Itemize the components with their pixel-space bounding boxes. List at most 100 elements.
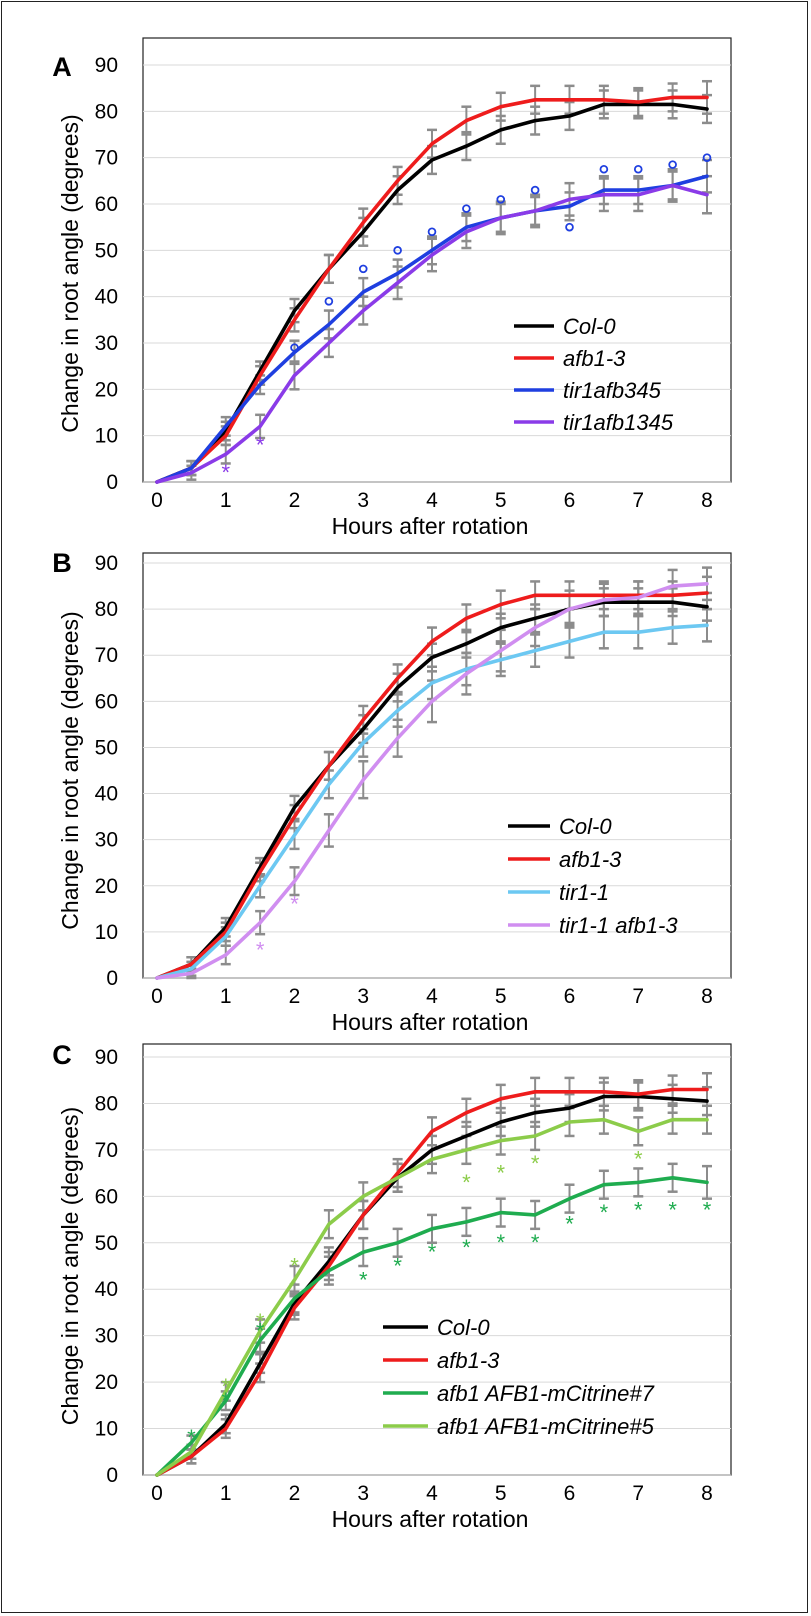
y-tick-label: 90	[95, 552, 118, 575]
series-line-3	[155, 1176, 709, 1477]
significance-circle	[393, 246, 402, 255]
series-line-1	[155, 102, 709, 484]
y-tick-label: 10	[95, 921, 118, 944]
y-tick-label: 90	[95, 54, 118, 77]
legend-label: afb1 AFB1-mCitrine#7	[437, 1381, 655, 1406]
y-tick-label: 20	[95, 875, 118, 898]
panel-label: C	[52, 1040, 72, 1070]
y-tick-label: 20	[95, 378, 118, 401]
x-axis-title: Hours after rotation	[332, 1506, 529, 1532]
series-line-4	[155, 581, 709, 980]
y-tick-label: 0	[106, 967, 118, 990]
y-tick-label: 20	[95, 1371, 118, 1394]
chart-panel-c: 0 10 20 30 40 50 60 70 80 90 0 1 2 3 4 5 6 7 8 Hours after …	[52, 1040, 732, 1532]
significance-asterisk: *	[290, 1253, 299, 1278]
significance-circle	[668, 160, 677, 169]
significance-asterisk: *	[531, 1151, 540, 1176]
significance-asterisk: *	[256, 1318, 265, 1343]
y-tick-label: 70	[95, 644, 118, 667]
y-axis-title: Change in root angle (degrees)	[57, 114, 83, 432]
series-line-1	[155, 1094, 709, 1477]
series-line-4	[155, 183, 709, 484]
y-tick-label: 70	[95, 147, 118, 170]
chart-panel-a: 0 10 20 30 40 50 60 70 80 90 0 1 2 3 4 5 6 7 8 Hours after …	[52, 37, 732, 539]
significance-asterisk: *	[187, 1425, 196, 1450]
legend-label: tir1-1 afb1-3	[559, 913, 678, 938]
significance-asterisk: *	[256, 1309, 265, 1334]
legend-label: tir1-1	[559, 880, 609, 905]
legend-label: Col-0	[437, 1315, 490, 1340]
y-axis-title: Change in root angle (degrees)	[57, 1107, 83, 1425]
x-tick-label: 6	[564, 1482, 576, 1505]
legend-label: tir1afb345	[563, 378, 662, 403]
x-tick-label: 2	[289, 1482, 301, 1505]
y-tick-label: 80	[95, 1092, 118, 1115]
y-tick-label: 50	[95, 736, 118, 759]
significance-asterisk: *	[221, 1374, 230, 1399]
x-tick-label: 4	[426, 985, 438, 1008]
significance-asterisk: *	[221, 460, 230, 485]
significance-asterisk: *	[393, 1253, 402, 1278]
y-tick-label: 60	[95, 193, 118, 216]
x-tick-label: 3	[357, 985, 369, 1008]
significance-asterisk: *	[668, 1198, 677, 1223]
series-line-3	[155, 623, 709, 980]
significance-asterisk: *	[290, 892, 299, 917]
y-tick-label: 0	[106, 471, 118, 494]
significance-circle	[599, 164, 609, 174]
significance-asterisk: *	[496, 1230, 505, 1255]
y-tick-label: 30	[95, 1325, 118, 1348]
series-line-2	[155, 1087, 709, 1477]
y-tick-label: 60	[95, 690, 118, 713]
significance-circle	[290, 343, 299, 352]
y-tick-label: 10	[95, 425, 118, 448]
y-axis-title: Change in root angle (degrees)	[57, 611, 83, 929]
panel-label: B	[52, 548, 72, 578]
y-tick-label: 40	[95, 286, 118, 309]
x-tick-label: 0	[151, 985, 163, 1008]
series-line-2	[155, 95, 709, 484]
significance-asterisk: *	[359, 1267, 368, 1292]
y-tick-label: 90	[95, 1046, 118, 1069]
x-tick-label: 5	[495, 985, 507, 1008]
series-line-2	[155, 591, 709, 980]
panel-label: A	[52, 52, 72, 82]
y-tick-label: 40	[95, 783, 118, 806]
significance-circle	[324, 296, 334, 306]
x-tick-label: 5	[495, 1482, 507, 1505]
legend-label: afb1-3	[559, 847, 622, 872]
chart-panel-b: 0 10 20 30 40 50 60 70 80 90 0 1 2 3 4 5 6 7 8 Hours after …	[52, 548, 732, 1035]
legend: Col-0 afb1-3 tir1-1 tir1-1 afb1-3	[508, 814, 678, 938]
significance-asterisk: *	[462, 1235, 471, 1260]
significance-circle	[633, 164, 643, 174]
legend-label: Col-0	[563, 314, 616, 339]
x-tick-label: 4	[426, 489, 438, 512]
legend: Col-0 afb1-3 tir1afb345 tir1afb1345	[514, 314, 674, 435]
x-axis-title: Hours after rotation	[332, 513, 529, 539]
x-tick-label: 3	[357, 1482, 369, 1505]
x-tick-label: 0	[151, 489, 163, 512]
y-tick-label: 50	[95, 239, 118, 262]
x-tick-label: 7	[632, 985, 644, 1008]
significance-circle	[565, 222, 574, 232]
significance-circle	[496, 195, 506, 204]
significance-circle	[702, 153, 712, 162]
x-axis-title: Hours after rotation	[332, 1009, 529, 1035]
significance-asterisk: *	[531, 1230, 540, 1255]
legend-label: afb1-3	[437, 1348, 500, 1373]
significance-asterisk: *	[221, 1388, 230, 1413]
significance-asterisk: *	[496, 1160, 505, 1185]
significance-asterisk: *	[703, 1198, 712, 1223]
y-tick-label: 70	[95, 1139, 118, 1162]
x-tick-label: 8	[701, 985, 713, 1008]
x-tick-label: 7	[632, 1482, 644, 1505]
significance-asterisk: *	[565, 1212, 574, 1237]
x-tick-label: 1	[220, 489, 232, 512]
x-tick-label: 2	[289, 985, 301, 1008]
series-line-3	[155, 174, 709, 484]
legend-label: tir1afb1345	[563, 410, 674, 435]
significance-asterisk: *	[600, 1200, 609, 1225]
legend-label: afb1 AFB1-mCitrine#5	[437, 1414, 655, 1439]
